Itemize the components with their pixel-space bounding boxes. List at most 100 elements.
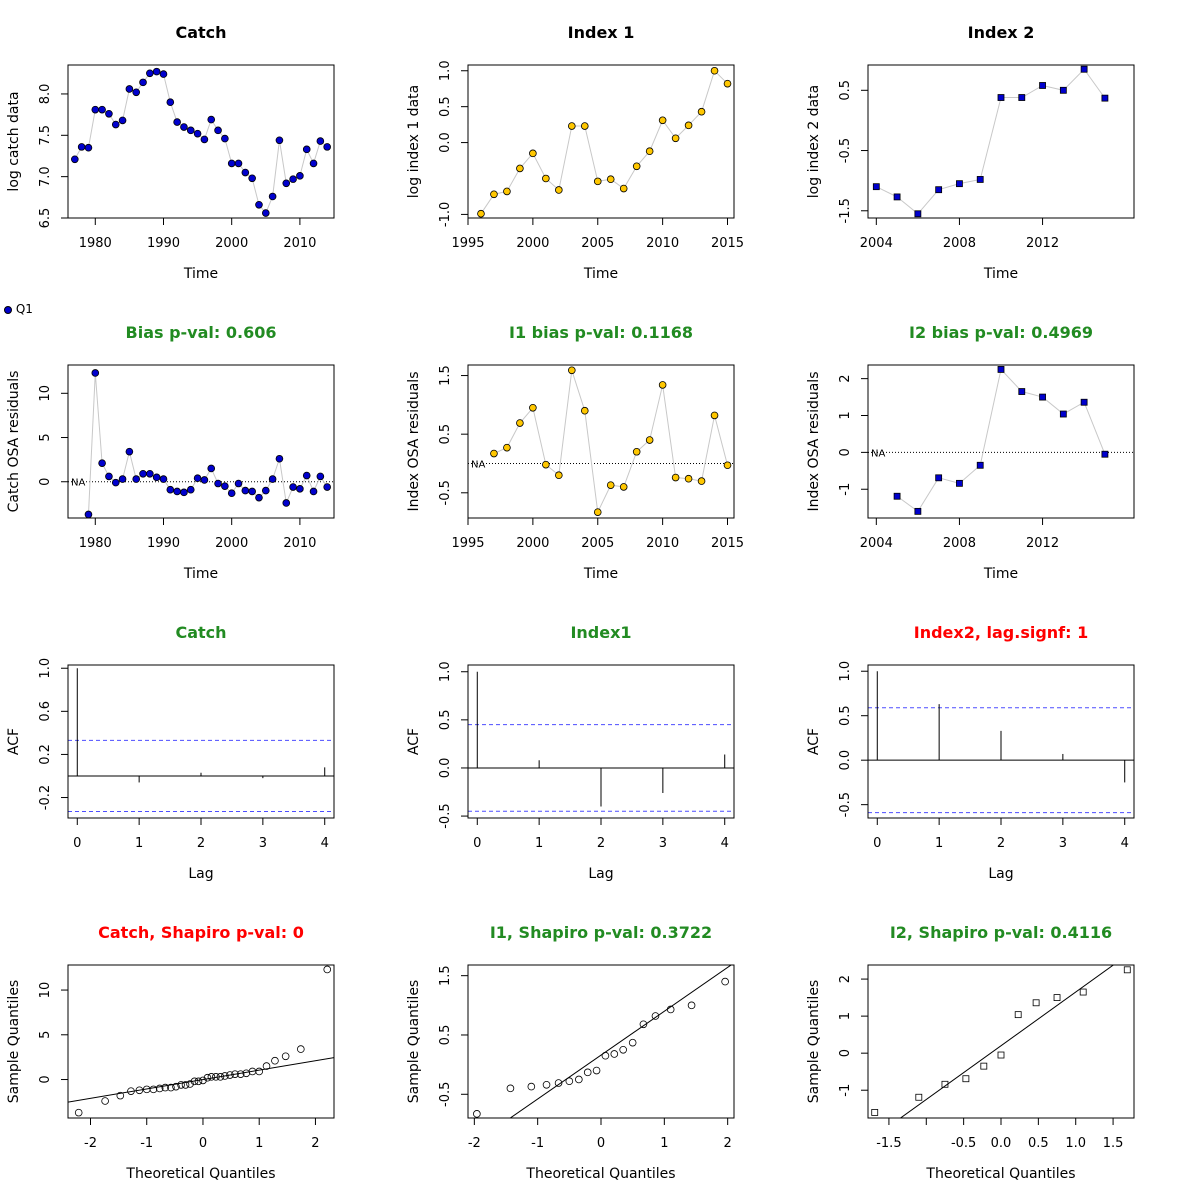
data-point <box>297 1045 305 1053</box>
y-tick-label: 7.5 <box>38 125 53 146</box>
x-axis-label: Theoretical Quantiles <box>525 1166 675 1182</box>
data-point <box>503 187 511 196</box>
data-point <box>135 1086 144 1095</box>
y-tick-label: -1.0 <box>438 202 453 227</box>
data-point <box>207 464 216 473</box>
data-point <box>628 1038 637 1047</box>
data-point <box>161 1083 170 1092</box>
data-point <box>575 1075 583 1084</box>
plot-area <box>868 671 1134 814</box>
chart-title: I2 bias p-val: 0.4969 <box>909 323 1093 342</box>
chart-title: Catch, Shapiro p-val: 0 <box>98 923 304 942</box>
data-point <box>542 174 550 183</box>
plot-area <box>74 71 328 214</box>
data-point <box>619 184 628 193</box>
data-point <box>1080 398 1088 406</box>
data-point <box>180 488 188 497</box>
panel-5: I1 bias p-val: 0.1168 Time Index OSA resid… <box>406 323 744 582</box>
data-point <box>98 459 106 467</box>
data-point <box>105 109 113 118</box>
y-tick-label: 0.5 <box>438 96 453 117</box>
panel-6: I2 bias p-val: 0.4969 Time Index OSA resid… <box>806 323 1135 582</box>
data-point <box>684 121 693 130</box>
x-tick-label: 2000 <box>215 536 248 551</box>
y-tick-label: 1.0 <box>38 658 53 679</box>
x-tick-label: 2004 <box>860 536 893 551</box>
chart-title: I1, Shapiro p-val: 0.3722 <box>490 923 712 942</box>
x-tick-label: 2010 <box>283 536 316 551</box>
x-tick-label: 1990 <box>147 236 180 251</box>
data-point <box>282 499 291 507</box>
data-point <box>723 461 732 470</box>
data-point <box>139 78 147 87</box>
x-tick-label: 2 <box>997 836 1005 851</box>
x-tick-label: 1980 <box>79 236 112 251</box>
data-point <box>139 469 147 478</box>
data-point <box>149 1085 158 1094</box>
data-point <box>132 475 141 483</box>
y-tick-label: 0.5 <box>438 710 453 731</box>
plot-frame <box>867 964 1135 1119</box>
data-point <box>77 143 86 151</box>
x-tick-label: 0 <box>597 1136 605 1151</box>
data-point <box>632 447 641 456</box>
data-point <box>172 1082 180 1091</box>
y-tick-label: -0.5 <box>838 138 853 163</box>
data-point <box>1101 450 1109 458</box>
data-point <box>241 168 250 177</box>
data-point <box>671 473 680 482</box>
panel-2: Index 1 Time log index 1 data 1995 2000 2005 2… <box>406 23 744 282</box>
plot-frame <box>867 364 1135 519</box>
qq-reference-line <box>509 965 732 1118</box>
data-point <box>146 69 154 78</box>
x-tick-label: 2004 <box>860 236 893 251</box>
chart-title: I1 bias p-val: 0.1168 <box>509 323 693 342</box>
data-point <box>186 485 195 494</box>
x-tick-label: 1980 <box>79 536 112 551</box>
y-tick-label: 0.0 <box>438 132 453 153</box>
data-point <box>125 447 134 456</box>
plot-frame <box>867 64 1135 219</box>
y-tick-label: 10 <box>38 385 53 402</box>
data-point <box>610 1050 619 1058</box>
data-point <box>490 190 498 199</box>
series-connector-line <box>493 370 728 514</box>
data-point <box>684 474 693 483</box>
x-tick-label: 1995 <box>451 236 484 251</box>
data-point <box>261 209 270 217</box>
data-point <box>658 116 667 125</box>
data-point <box>941 1080 949 1088</box>
y-axis-label: ACF <box>406 728 422 755</box>
data-point <box>255 200 263 209</box>
data-point <box>1123 966 1131 974</box>
data-point <box>98 105 106 114</box>
y-tick-label: 0 <box>38 1075 53 1083</box>
data-point <box>632 162 641 171</box>
plot-area <box>868 368 1134 513</box>
y-tick-label: 6.5 <box>38 208 53 229</box>
data-point <box>872 183 880 191</box>
x-tick-label: 0 <box>873 836 881 851</box>
data-point <box>275 136 284 145</box>
data-point <box>155 1084 164 1093</box>
plot-area <box>68 1057 334 1103</box>
y-axis-label: Index OSA residuals <box>406 372 422 512</box>
data-point <box>302 145 311 154</box>
panel-8: Index1 Lag ACF 0 1 2 3 4 -0.5 0.0 0.5 1.0 <box>406 623 735 882</box>
data-point <box>477 209 485 218</box>
data-point <box>721 977 729 986</box>
panel-11: I1, Shapiro p-val: 0.3722 Theoretical Qua… <box>406 923 735 1182</box>
x-tick-label: 2000 <box>215 236 248 251</box>
data-point <box>207 1073 216 1081</box>
data-point <box>227 159 236 168</box>
data-point <box>289 483 297 491</box>
x-tick-label: 2012 <box>1026 236 1059 251</box>
panel-10: Catch, Shapiro p-val: 0 Theoretical Quant… <box>6 923 335 1182</box>
data-point <box>275 454 284 463</box>
x-tick-label: 4 <box>321 836 329 851</box>
y-tick-label: 0 <box>38 478 53 486</box>
panel-9: Index2, lag.signf: 1 Lag ACF 0 1 2 3 4 -0.5 0.0 0.… <box>806 623 1135 882</box>
x-axis-label: Lag <box>188 866 213 882</box>
x-tick-label: 4 <box>1121 836 1129 851</box>
data-point <box>296 172 304 180</box>
